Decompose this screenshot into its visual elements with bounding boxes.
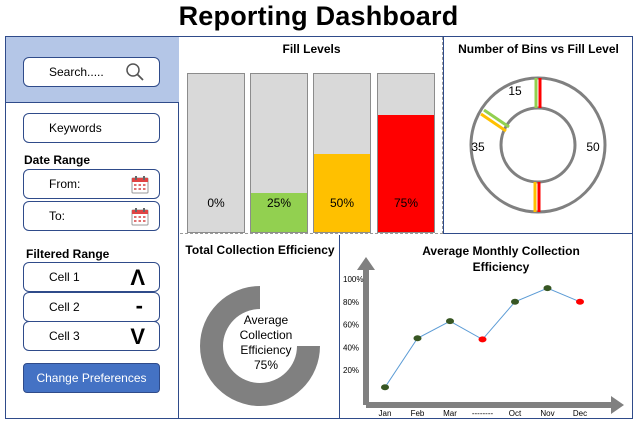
sidebar: Search..... Keywords Date Range From: To… bbox=[6, 37, 179, 418]
x-tick-label: Nov bbox=[540, 409, 554, 418]
efficiency-arc bbox=[200, 286, 320, 406]
cell-3-label: Cell 3 bbox=[49, 329, 80, 343]
donut-inner-ring bbox=[499, 106, 577, 184]
data-point bbox=[576, 298, 584, 305]
fill-levels-title: Fill Levels bbox=[282, 42, 341, 56]
bins-vs-fill-title: Number of Bins vs Fill Level bbox=[458, 42, 619, 56]
data-point bbox=[381, 384, 389, 391]
down-chevron-icon[interactable]: V bbox=[130, 324, 145, 349]
monthly-title-line-2: Efficiency bbox=[472, 260, 530, 274]
data-point bbox=[413, 335, 422, 342]
change-preferences-button[interactable]: Change Preferences bbox=[23, 363, 160, 393]
gauge-line-4: 75% bbox=[254, 358, 278, 372]
monthly-title-line-1: Average Monthly Collection bbox=[422, 244, 580, 258]
y-tick-label: 20% bbox=[343, 366, 359, 375]
y-axis-arrow bbox=[357, 257, 375, 405]
fill-bar-label-2: 50% bbox=[329, 196, 355, 210]
data-point bbox=[543, 285, 552, 292]
up-chevron-icon[interactable]: Λ bbox=[130, 265, 145, 290]
y-tick-label: 100% bbox=[343, 275, 363, 284]
bins-label-35: 35 bbox=[471, 140, 485, 154]
fill-bar-label-3: 75% bbox=[393, 196, 419, 210]
gauge-line-3: Efficiency bbox=[240, 343, 291, 357]
cell-2-row[interactable]: Cell 2 - bbox=[23, 292, 160, 322]
date-from-label: From: bbox=[49, 177, 81, 191]
x-tick-label: Oct bbox=[509, 409, 522, 418]
fill-bar-label-0: 0% bbox=[207, 196, 225, 210]
total-efficiency-panel: Total Collection Efficiency Average Coll… bbox=[180, 235, 340, 418]
keywords-label: Keywords bbox=[49, 121, 102, 135]
efficiency-gauge: Average Collection Efficiency 75% bbox=[200, 286, 320, 406]
data-point bbox=[478, 336, 487, 343]
bins-label-50: 50 bbox=[586, 140, 600, 154]
dash-icon[interactable]: - bbox=[135, 293, 143, 318]
fill-bar-2: 50% bbox=[313, 73, 371, 233]
keywords-input[interactable]: Keywords bbox=[23, 113, 160, 143]
fill-bar-label-1: 25% bbox=[266, 196, 292, 210]
calendar-icon[interactable] bbox=[131, 175, 149, 194]
bins-label-15: 15 bbox=[508, 84, 522, 98]
monthly-line-chart: 20% 40% 60% 80% 100% Jan Feb Mar -------- Oct Nov D… bbox=[343, 257, 624, 418]
bins-vs-fill-panel: Number of Bins vs Fill Level 15 35 50 bbox=[443, 37, 632, 234]
bins-donut-chart: 15 35 50 bbox=[469, 76, 607, 214]
search-input[interactable]: Search..... bbox=[23, 57, 160, 87]
cell-3-row[interactable]: Cell 3 V bbox=[23, 321, 160, 351]
y-tick-label: 60% bbox=[343, 321, 359, 330]
page-title: Reporting Dashboard bbox=[178, 1, 459, 31]
monthly-efficiency-title: Average Monthly Collection Efficiency bbox=[401, 243, 601, 275]
x-tick-label: Mar bbox=[443, 409, 457, 418]
cell-2-label: Cell 2 bbox=[49, 300, 80, 314]
y-tick-label: 80% bbox=[343, 298, 359, 307]
total-efficiency-title: Total Collection Efficiency bbox=[185, 243, 335, 257]
cell-1-row[interactable]: Cell 1 Λ bbox=[23, 262, 160, 292]
monthly-efficiency-panel: Average Monthly Collection Efficiency 20… bbox=[341, 235, 632, 418]
data-point bbox=[511, 298, 519, 305]
fill-bar-3: 75% bbox=[377, 73, 435, 233]
cell-1-label: Cell 1 bbox=[49, 270, 80, 284]
fill-bar-1: 25% bbox=[250, 73, 308, 233]
divider-green-2 bbox=[483, 108, 510, 129]
x-tick-label: Jan bbox=[379, 409, 392, 418]
divider-yellow bbox=[480, 112, 507, 133]
x-tick-label: Dec bbox=[573, 409, 587, 418]
date-range-label: Date Range bbox=[24, 153, 91, 167]
x-axis-arrow bbox=[366, 396, 624, 414]
data-point bbox=[446, 318, 454, 325]
fill-bar-level-2 bbox=[314, 153, 370, 232]
search-icon[interactable] bbox=[125, 62, 145, 82]
fill-levels-panel: Fill Levels 0% 25% 50% 75% bbox=[180, 37, 443, 234]
fill-bar-level-1 bbox=[251, 192, 307, 232]
fill-bar-0: 0% bbox=[187, 73, 245, 233]
x-tick-label: Feb bbox=[411, 409, 425, 418]
fill-bar-level-3 bbox=[378, 114, 434, 232]
calendar-icon[interactable] bbox=[131, 207, 149, 226]
search-placeholder: Search..... bbox=[49, 65, 104, 79]
date-to-field[interactable]: To: bbox=[23, 201, 160, 231]
gauge-line-2: Collection bbox=[240, 328, 293, 342]
y-tick-label: 40% bbox=[343, 343, 359, 352]
gauge-line-1: Average bbox=[244, 313, 289, 327]
x-tick-label: -------- bbox=[472, 409, 494, 418]
date-to-label: To: bbox=[49, 209, 66, 223]
date-from-field[interactable]: From: bbox=[23, 169, 160, 199]
filtered-range-label: Filtered Range bbox=[26, 247, 110, 261]
